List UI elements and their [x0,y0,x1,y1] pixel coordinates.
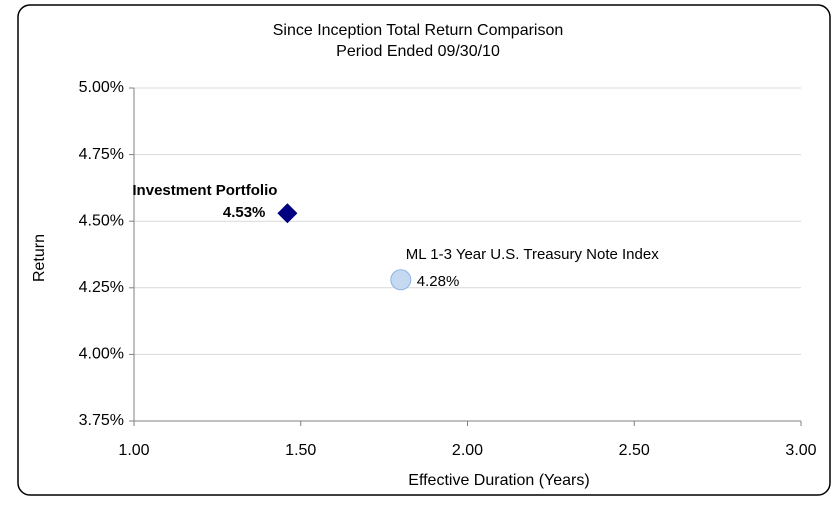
series-label: Investment Portfolio [132,182,277,199]
value-label: 4.53% [223,204,266,221]
y-axis-label: Return [31,234,48,282]
x-tick-label: 2.50 [619,442,650,459]
y-tick-label: 4.50% [79,212,124,229]
x-tick-label: 2.00 [452,442,483,459]
point [390,269,412,291]
series-label: ML 1-3 Year U.S. Treasury Note Index [406,246,659,263]
chart-subtitle: Period Ended 09/30/10 [336,43,500,60]
value-label: 4.28% [417,273,460,290]
y-tick-label: 4.00% [79,346,124,363]
y-tick-label: 3.75% [79,412,124,429]
chart-title: Since Inception Total Return Comparison [273,22,564,39]
y-tick-label: 4.75% [79,146,124,163]
x-axis-label: Effective Duration (Years) [408,472,589,489]
y-tick-label: 4.25% [79,279,124,296]
x-tick-label: 1.50 [285,442,316,459]
y-tick-label: 5.00% [79,79,124,96]
point [277,203,298,224]
x-tick-label: 3.00 [785,442,816,459]
x-tick-label: 1.00 [118,442,149,459]
chart-frame [17,4,831,496]
